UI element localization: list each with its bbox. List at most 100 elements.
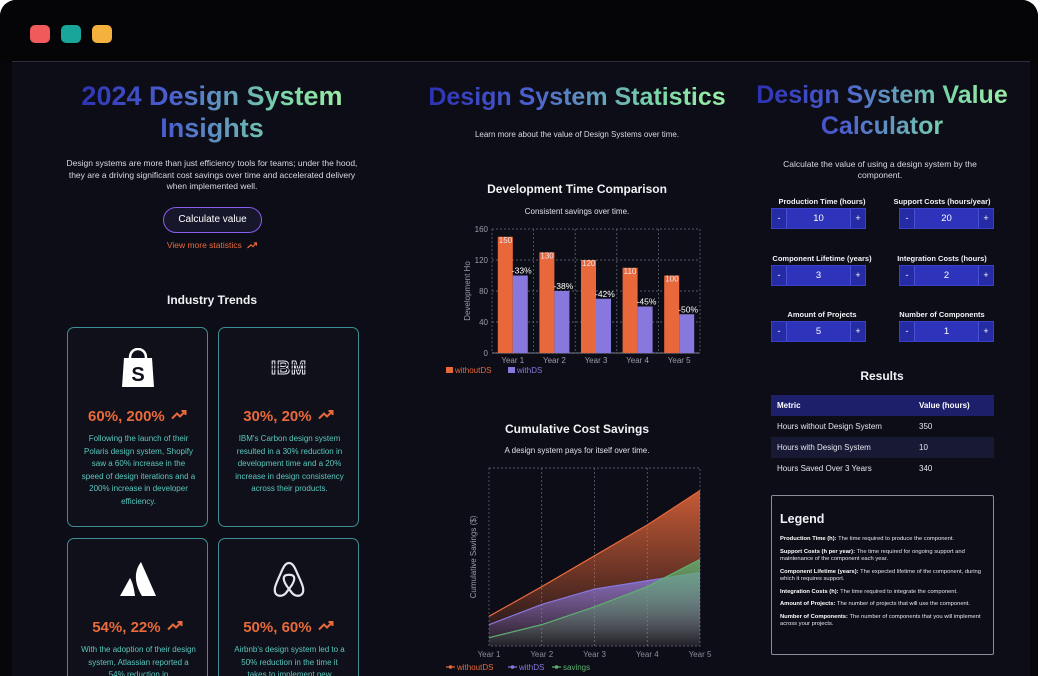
x-tick-label: Year 3 — [583, 650, 606, 659]
legend-marker — [510, 665, 515, 669]
dev-time-bar-chart: 0 40 80 120 160 Development Ho 150 -33% Year 1 13… — [446, 225, 701, 375]
results-table: Metric Value (hours) Hours without Desig… — [771, 395, 994, 479]
production-time-stepper: - 10 + — [771, 208, 866, 229]
increment-button[interactable]: + — [979, 266, 993, 285]
legend-text: The time required for ongoing support an… — [780, 548, 965, 563]
increment-button[interactable]: + — [979, 209, 993, 228]
bar-withds — [637, 306, 653, 353]
y-axis-label: Development Ho — [463, 261, 472, 321]
legend-marker — [448, 665, 453, 669]
svg-text:S: S — [131, 364, 144, 386]
number-of-components-input[interactable]: 1 — [914, 322, 979, 341]
trend-description: IBM's Carbon design system resulted in a… — [235, 434, 344, 493]
trend-description: With the adoption of their design system… — [81, 645, 196, 676]
amount-of-projects-input[interactable]: 5 — [786, 322, 851, 341]
legend-text: The number of components that you will i… — [780, 613, 981, 628]
area-savings — [489, 559, 700, 646]
trend-up-icon — [318, 621, 334, 631]
bar-withoutds — [664, 275, 680, 353]
legend-term: Integration Costs (h): — [780, 588, 839, 595]
calculator-subtitle: Calculate the value of using a design sy… — [783, 159, 977, 180]
y-tick-label: 120 — [475, 256, 489, 265]
dev-chart-title: Development Time Comparison — [487, 182, 667, 196]
decrement-button[interactable]: - — [772, 209, 786, 228]
increment-button[interactable]: + — [851, 209, 865, 228]
minimize-window-button[interactable] — [61, 25, 81, 43]
integration-costs-label: Integration Costs (hours) — [897, 254, 987, 263]
legend-item: Amount of Projects: The number of projec… — [780, 601, 985, 609]
production-time-input[interactable]: 10 — [786, 209, 851, 228]
x-tick-label: Year 5 — [689, 650, 712, 659]
metric-cell: Hours without Design System — [777, 422, 882, 431]
legend-item: Component Lifetime (years): The expected… — [780, 569, 985, 584]
increment-button[interactable]: + — [851, 322, 865, 341]
trend-stat-value: 30%, 20% — [243, 408, 312, 425]
close-window-button[interactable] — [30, 25, 50, 43]
support-costs-stepper: - 20 + — [899, 208, 994, 229]
data-label: -42% — [595, 289, 615, 299]
cost-chart-title: Cumulative Cost Savings — [504, 422, 650, 436]
view-more-statistics-link[interactable]: View more statistics — [132, 240, 292, 250]
data-label: 110 — [624, 267, 637, 276]
maximize-window-button[interactable] — [92, 25, 112, 43]
support-costs-label: Support Costs (hours/year) — [893, 197, 991, 206]
bar-withds — [512, 275, 528, 353]
decrement-button[interactable]: - — [900, 266, 914, 285]
ibm-icon: IBM — [219, 346, 358, 390]
increment-button[interactable]: + — [851, 266, 865, 285]
data-label: 120 — [582, 259, 596, 268]
dev-chart-subtitle: Consistent savings over time. — [524, 207, 630, 216]
bar-withoutds — [497, 236, 513, 353]
trend-stat: 54%, 22% — [68, 619, 207, 636]
view-more-label: View more statistics — [166, 240, 242, 250]
value-cell: 10 — [913, 437, 994, 458]
statistics-subtitle: Learn more about the value of Design Sys… — [474, 130, 680, 139]
x-tick-label: Year 4 — [626, 356, 649, 365]
decrement-button[interactable]: - — [772, 266, 786, 285]
legend-swatch — [508, 367, 515, 373]
industry-trends-heading: Industry Trends — [166, 293, 258, 307]
increment-button[interactable]: + — [979, 322, 993, 341]
data-label: 100 — [665, 275, 679, 284]
calculate-value-button[interactable]: Calculate value — [163, 207, 262, 233]
decrement-button[interactable]: - — [900, 209, 914, 228]
trend-card-atlassian: 54%, 22% With the adoption of their desi… — [67, 538, 208, 676]
integration-costs-input[interactable]: 2 — [914, 266, 979, 285]
legend-text: The expected lifetime of the component, … — [780, 568, 981, 583]
y-axis-label-group: Development Ho — [463, 261, 472, 321]
trend-card-shopify: S 60%, 200% Following the launch of thei… — [67, 327, 208, 527]
number-of-components-stepper: - 1 + — [899, 321, 994, 342]
decrement-button[interactable]: - — [772, 322, 786, 341]
integration-costs-stepper: - 2 + — [899, 265, 994, 286]
value-column-header: Value (hours) — [913, 395, 994, 416]
y-tick-label: 40 — [479, 318, 488, 327]
airbnb-icon — [219, 557, 358, 601]
data-label: 130 — [540, 251, 554, 260]
trend-stat-value: 60%, 200% — [88, 408, 165, 425]
trend-stat: 60%, 200% — [68, 408, 207, 425]
trend-up-icon — [247, 242, 258, 249]
y-tick-label: 80 — [479, 287, 488, 296]
legend-item: Production Time (h): The time required t… — [780, 536, 985, 544]
metric-column-header: Metric — [771, 395, 913, 416]
table-row: Hours without Design System 350 — [771, 416, 994, 437]
legend-label: withoutDS — [456, 663, 493, 672]
legend-term: Production Time (h): — [780, 536, 837, 542]
legend-swatch — [446, 367, 453, 373]
x-tick-label: Year 5 — [668, 356, 691, 365]
decrement-button[interactable]: - — [900, 322, 914, 341]
component-lifetime-input[interactable]: 3 — [786, 266, 851, 285]
data-label: -33% — [512, 266, 532, 276]
value-cell: 340 — [919, 464, 933, 473]
support-costs-input[interactable]: 20 — [914, 209, 979, 228]
trend-description: Following the launch of their Polaris de… — [81, 434, 196, 506]
y-tick-label: 160 — [475, 225, 489, 234]
x-tick-label: Year 2 — [543, 356, 566, 365]
data-label: -50% — [678, 304, 698, 314]
value-cell: 350 — [919, 422, 933, 431]
trend-stat: 30%, 20% — [219, 408, 358, 425]
table-row: Hours with Design System 10 — [771, 437, 994, 458]
table-header-row: Metric Value (hours) — [771, 395, 994, 416]
bar-withds — [679, 314, 695, 353]
